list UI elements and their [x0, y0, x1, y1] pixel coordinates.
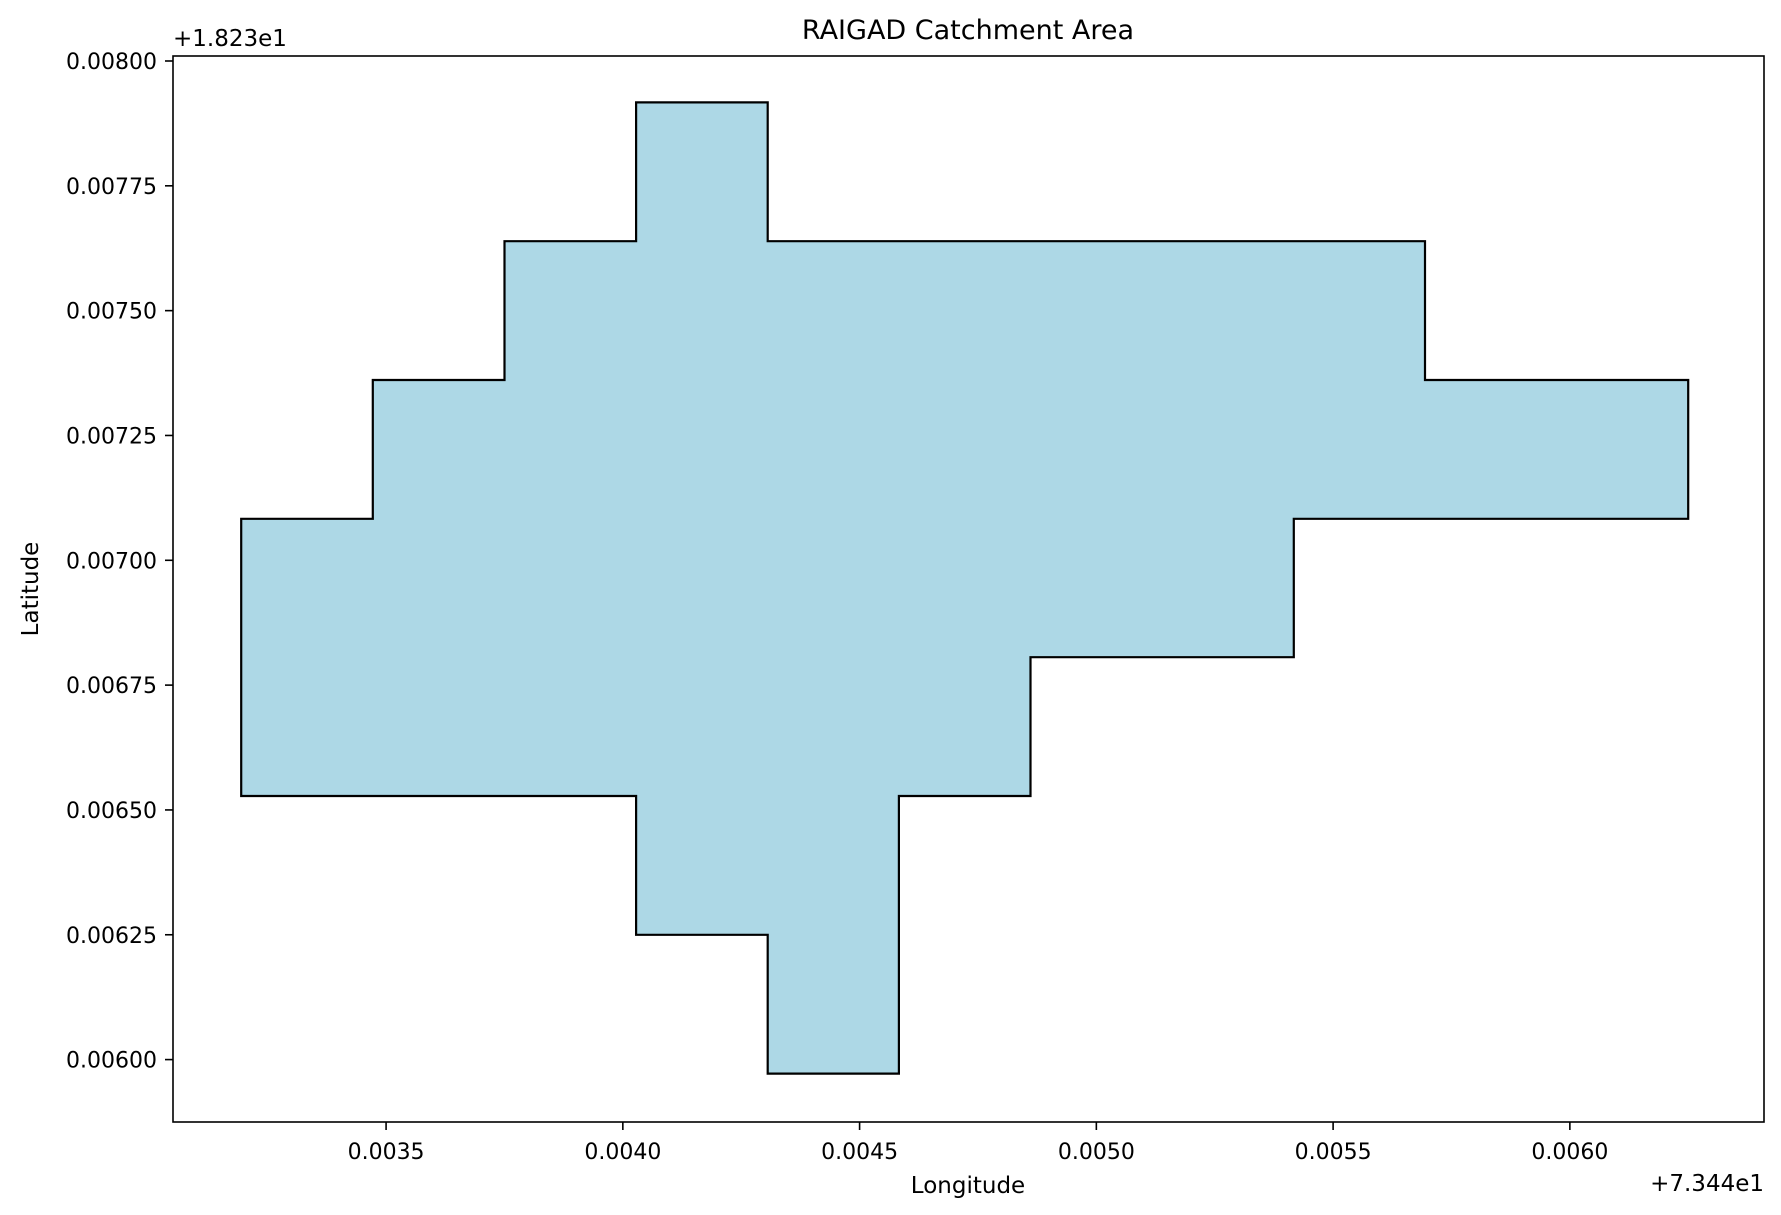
- axes-frame: [172, 55, 1765, 1123]
- x-axis-ticks: 0.0035 0.0040 0.0045 0.0050 0.0055 0.0060: [348, 1122, 1608, 1165]
- x-tick-label: 0.0045: [821, 1140, 898, 1165]
- y-axis-ticks: 0.00600 0.00625 0.00650 0.00675 0.00700 0.007…: [66, 50, 173, 1074]
- x-tick-label: 0.0050: [1058, 1140, 1135, 1165]
- y-tick-label: 0.00650: [66, 799, 157, 824]
- x-tick-label: 0.0040: [584, 1140, 661, 1165]
- plot-layer: [240, 101, 1690, 1075]
- y-tick-label: 0.00750: [66, 300, 157, 325]
- y-tick-label: 0.00700: [66, 549, 157, 574]
- x-offset-label: +7.344e1: [1650, 1171, 1764, 1197]
- y-tick-label: 0.00800: [66, 50, 157, 75]
- catchment-polygon: [240, 101, 1690, 1075]
- x-tick-label: 0.0035: [348, 1140, 425, 1165]
- y-tick-label: 0.00775: [66, 175, 157, 200]
- x-tick-label: 0.0055: [1295, 1140, 1372, 1165]
- x-axis-label: Longitude: [911, 1173, 1025, 1199]
- y-offset-label: +1.823e1: [173, 26, 287, 52]
- y-tick-label: 0.00725: [66, 424, 157, 449]
- y-axis-label: Latitude: [18, 542, 44, 637]
- y-tick-label: 0.00675: [66, 674, 157, 699]
- y-tick-label: 0.00625: [66, 924, 157, 949]
- x-tick-label: 0.0060: [1531, 1140, 1608, 1165]
- chart-title: RAIGAD Catchment Area: [802, 15, 1134, 46]
- y-tick-label: 0.00600: [66, 1049, 157, 1074]
